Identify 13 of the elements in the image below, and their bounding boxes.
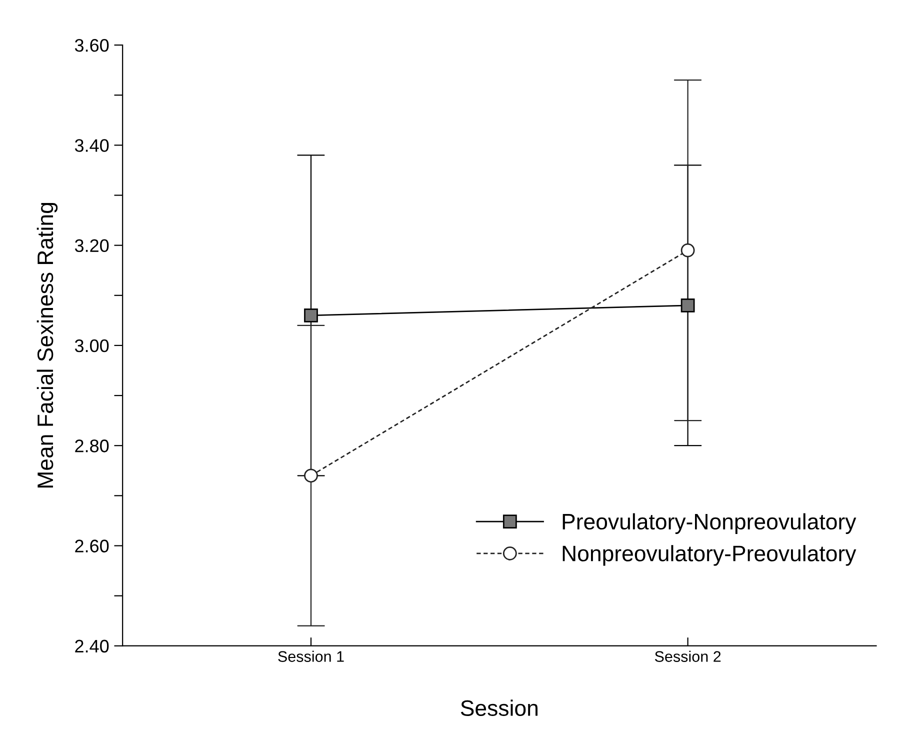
y-axis-title: Mean Facial Sexiness Rating — [36, 202, 58, 488]
y-tick-label: 2.40 — [75, 640, 109, 653]
y-tick-label: 3.00 — [74, 339, 109, 352]
x-axis-title: Session — [460, 700, 538, 716]
legend-label: Preovulatory-Nonpreovulatory — [562, 513, 856, 534]
x-tick-label: Session 1 — [278, 650, 344, 662]
y-tick-label: 3.40 — [74, 139, 109, 152]
y-tick-label: 3.60 — [74, 38, 109, 52]
y-tick-label: 2.60 — [75, 540, 109, 552]
legend-label: Nonpreovulatory-Preovulatory — [562, 545, 856, 566]
y-tick-label: 2.80 — [75, 440, 109, 452]
x-tick-label: Session 2 — [654, 650, 721, 662]
y-tick-label: 3.20 — [74, 239, 109, 252]
